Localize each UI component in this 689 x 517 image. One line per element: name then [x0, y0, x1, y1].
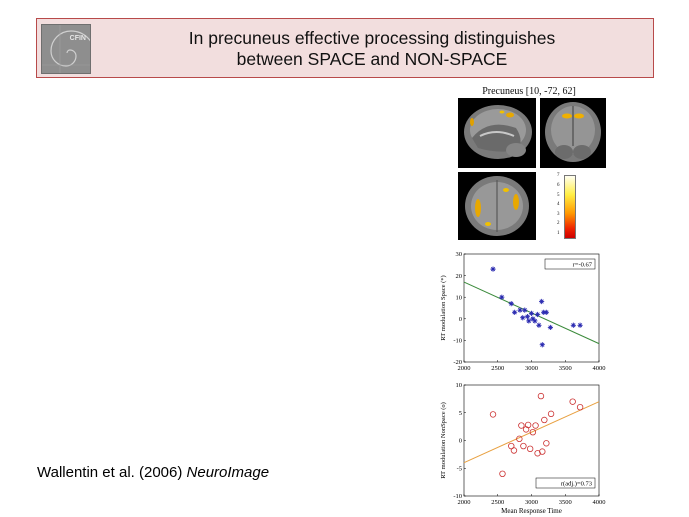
y-tick-label: 0	[459, 438, 462, 445]
cfin-logo: CFIN	[41, 24, 91, 74]
x-tick-label: 3500	[559, 365, 572, 372]
data-point	[499, 294, 505, 300]
data-point	[570, 322, 576, 328]
annotation-text: r(adj.)=0.73	[561, 481, 592, 488]
x-tick-label: 2000	[458, 365, 471, 372]
data-point	[516, 435, 523, 443]
y-tick-label: 5	[459, 410, 462, 417]
data-point	[524, 314, 531, 320]
slide-title: In precuneus effective processing distin…	[95, 28, 649, 70]
coronal-brain-slice	[540, 98, 606, 168]
data-point	[532, 422, 539, 429]
data-point	[524, 421, 532, 429]
x-tick-label: 3000	[525, 365, 538, 372]
data-point	[537, 392, 545, 400]
data-point	[539, 448, 546, 455]
x-tick-label: 2500	[491, 499, 504, 506]
data-point	[489, 411, 497, 418]
data-point	[499, 470, 506, 477]
data-point	[517, 307, 523, 313]
data-point	[547, 410, 555, 418]
data-point	[526, 445, 534, 453]
data-point	[532, 318, 538, 324]
data-point	[520, 315, 526, 321]
data-point	[541, 416, 548, 424]
plot-frame	[463, 384, 600, 497]
x-tick-label: 4000	[593, 365, 606, 372]
data-point	[569, 398, 576, 405]
data-point	[510, 447, 518, 454]
data-point	[490, 266, 496, 272]
y-tick-label: -10	[453, 493, 462, 500]
citation-journal: NeuroImage	[186, 464, 270, 481]
data-point	[541, 309, 547, 315]
data-point	[518, 422, 525, 429]
data-point	[522, 307, 528, 313]
plot-frame	[463, 253, 600, 363]
data-point	[543, 309, 549, 315]
colorbar-tick: 7	[557, 173, 560, 178]
data-point	[512, 309, 518, 315]
regression-line	[463, 401, 600, 464]
data-point	[543, 440, 550, 447]
data-point	[536, 322, 542, 328]
data-point	[577, 322, 583, 328]
y-tick-label: 10	[456, 294, 463, 301]
brain-panel-title: Precuneus [10, -72, 62]	[482, 86, 576, 97]
x-tick-label: 2000	[458, 499, 471, 506]
title-line-2: between SPACE and NON-SPACE	[236, 49, 508, 69]
title-line-1: In precuneus effective processing distin…	[188, 28, 556, 48]
data-point	[520, 442, 527, 450]
axial-brain-slice	[458, 172, 536, 240]
spiral-logo-icon	[42, 25, 90, 73]
citation: Wallentin et al. (2006) NeuroImage	[37, 464, 269, 481]
colorbar-tick: 6	[557, 183, 560, 188]
annotation-box	[535, 477, 596, 489]
y-axis-label: RT modulation Space (*)	[440, 275, 447, 340]
colorbar-tick: 2	[557, 221, 560, 226]
y-tick-label: 20	[456, 273, 463, 280]
y-tick-label: 0	[459, 316, 462, 323]
colorbar-tick: 1	[557, 231, 560, 236]
data-point	[534, 311, 541, 318]
citation-authors: Wallentin et al. (2006)	[37, 464, 187, 481]
data-point	[576, 404, 584, 411]
colorbar-tick: 5	[557, 193, 560, 198]
data-point	[530, 316, 536, 322]
y-tick-label: 30	[456, 251, 463, 258]
y-axis-label: RT modulation NonSpace (o)	[440, 402, 447, 479]
x-tick-label: 3000	[525, 499, 538, 506]
colorbar-tick: 3	[557, 212, 560, 217]
logo-text: CFIN	[69, 35, 86, 42]
x-tick-label: 4000	[593, 499, 606, 506]
y-tick-label: -5	[457, 465, 462, 472]
x-tick-label: 3500	[559, 499, 572, 506]
annotation-box	[544, 258, 596, 270]
x-tick-label: 2500	[491, 365, 504, 372]
data-point	[528, 310, 535, 316]
data-point	[539, 298, 545, 305]
y-tick-label: -10	[453, 338, 462, 345]
nonspace-scatter-chart: 2000 2500 3000 3500 4000 10 5 0 -5 -10 RT modulati…	[440, 382, 606, 515]
data-point	[508, 301, 514, 307]
data-point	[539, 342, 545, 348]
annotation-text: r=-0.67	[573, 262, 593, 269]
data-point	[526, 318, 532, 324]
y-tick-label: -20	[453, 359, 462, 366]
space-scatter-chart: 2000 2500 3000 3500 4000 30 20 10 0 -10 -20 RT modu…	[440, 251, 606, 372]
sagittal-brain-slice	[458, 98, 536, 168]
y-tick-label: 10	[456, 382, 463, 389]
data-point	[529, 428, 537, 436]
colorbar: 7 6 5 4 3 2 1	[542, 173, 612, 239]
x-axis-label: Mean Response Time	[501, 507, 562, 515]
title-box: CFIN In precuneus effective processing d…	[36, 18, 654, 78]
data-point	[547, 324, 553, 331]
colorbar-tick: 4	[557, 202, 560, 207]
